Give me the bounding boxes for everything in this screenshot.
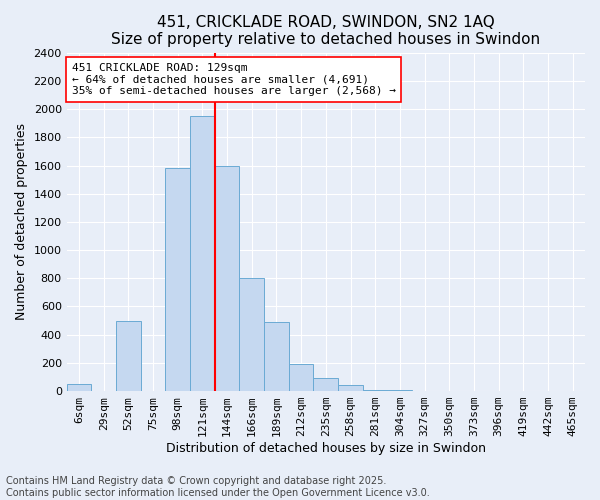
- Bar: [67, 384, 91, 391]
- Y-axis label: Number of detached properties: Number of detached properties: [15, 124, 28, 320]
- Bar: [289, 364, 313, 391]
- Bar: [166, 168, 190, 391]
- Bar: [313, 378, 338, 391]
- Bar: [190, 116, 215, 391]
- Bar: [363, 390, 388, 391]
- Bar: [239, 278, 264, 391]
- Text: 451 CRICKLADE ROAD: 129sqm
← 64% of detached houses are smaller (4,691)
35% of s: 451 CRICKLADE ROAD: 129sqm ← 64% of deta…: [72, 63, 396, 96]
- Bar: [116, 320, 141, 391]
- Bar: [215, 166, 239, 391]
- Bar: [388, 390, 412, 391]
- Bar: [338, 386, 363, 391]
- X-axis label: Distribution of detached houses by size in Swindon: Distribution of detached houses by size …: [166, 442, 486, 455]
- Bar: [264, 322, 289, 391]
- Text: Contains HM Land Registry data © Crown copyright and database right 2025.
Contai: Contains HM Land Registry data © Crown c…: [6, 476, 430, 498]
- Title: 451, CRICKLADE ROAD, SWINDON, SN2 1AQ
Size of property relative to detached hous: 451, CRICKLADE ROAD, SWINDON, SN2 1AQ Si…: [111, 15, 541, 48]
